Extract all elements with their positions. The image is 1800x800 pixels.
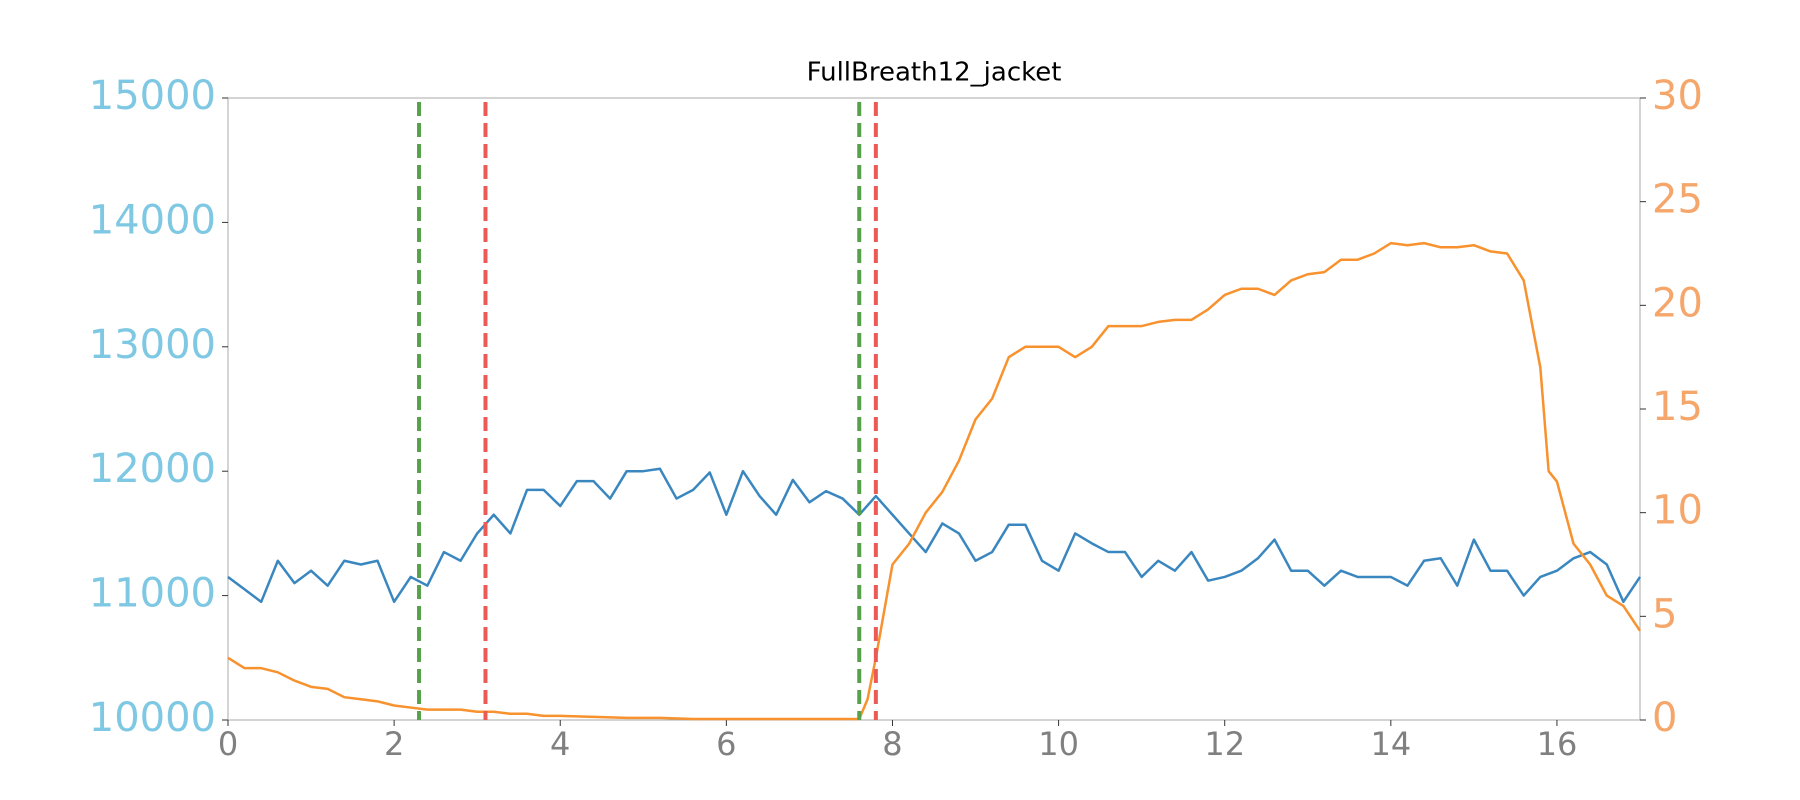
x-tick-label: 8: [882, 725, 902, 763]
x-tick-label: 0: [218, 725, 238, 763]
plot-frame: [227, 97, 1641, 721]
x-tick-label: 6: [716, 725, 736, 763]
y2-tick-label: 10: [1652, 488, 1703, 534]
y-tick-label: 13000: [89, 322, 216, 368]
x-tick-label: 16: [1537, 725, 1578, 763]
y2-tick-label: 15: [1652, 384, 1703, 430]
y2-tick-label: 30: [1652, 73, 1703, 119]
x-tick-label: 14: [1370, 725, 1411, 763]
series-line: [227, 467, 1642, 604]
y2-tick-label: 25: [1652, 177, 1703, 223]
x-tick-label: 4: [550, 725, 570, 763]
y-tick-label: 10000: [89, 695, 216, 741]
y2-tick-label: 0: [1652, 695, 1677, 741]
x-tick-label: 12: [1204, 725, 1245, 763]
y2-tick-label: 20: [1652, 280, 1703, 326]
y-tick-label: 11000: [89, 571, 216, 617]
x-tick-label: 10: [1038, 725, 1079, 763]
y-tick-label: 12000: [89, 446, 216, 492]
y-tick-label: 14000: [89, 197, 216, 243]
y2-tick-label: 5: [1652, 591, 1677, 637]
series-line: [227, 241, 1642, 721]
chart-title: FullBreath12_jacket: [807, 58, 1062, 88]
y-tick-label: 15000: [89, 73, 216, 119]
x-tick-label: 2: [384, 725, 404, 763]
